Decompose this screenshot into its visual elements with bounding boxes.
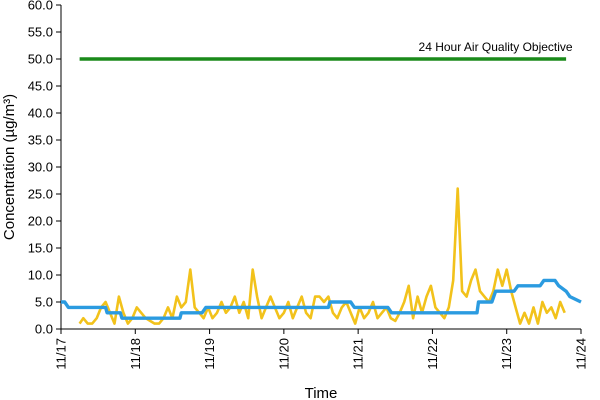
y-tick-label: 0.0 bbox=[35, 322, 53, 337]
series-line-hourly bbox=[78, 187, 566, 325]
y-tick-label: 30.0 bbox=[28, 160, 53, 175]
y-tick-label: 60.0 bbox=[28, 0, 53, 13]
series-line-rolling bbox=[61, 278, 582, 320]
series-group bbox=[61, 57, 582, 325]
y-tick-label: 5.0 bbox=[35, 295, 53, 310]
y-tick-label: 50.0 bbox=[28, 52, 53, 67]
objective-annotation: 24 Hour Air Quality Objective bbox=[419, 40, 573, 54]
y-axis-title: Concentration (µg/m³) bbox=[1, 94, 18, 240]
labels: 0.0 5.0 10.0 15.0 20.0 25.0 30.0 35.0 40.0 45.0 50… bbox=[28, 0, 589, 370]
y-tick-label: 15.0 bbox=[28, 241, 53, 256]
x-tick-label: 11/21 bbox=[351, 338, 366, 370]
y-tick-label: 55.0 bbox=[28, 25, 53, 40]
x-tick-label: 11/18 bbox=[128, 338, 143, 370]
y-tick-label: 40.0 bbox=[28, 106, 53, 121]
y-tick-label: 10.0 bbox=[28, 268, 53, 283]
y-tick-label: 25.0 bbox=[28, 187, 53, 202]
y-tick-label: 45.0 bbox=[28, 79, 53, 94]
y-tick-label: 20.0 bbox=[28, 214, 53, 229]
x-tick-label: 11/23 bbox=[499, 338, 514, 370]
x-tick-label: 11/22 bbox=[425, 338, 440, 370]
x-axis-title: Time bbox=[305, 385, 338, 400]
x-tick-label: 11/17 bbox=[54, 338, 69, 370]
axes bbox=[56, 4, 582, 334]
x-tick-label: 11/24 bbox=[574, 338, 589, 370]
x-tick-label: 11/20 bbox=[276, 338, 291, 370]
x-tick-label: 11/19 bbox=[202, 338, 217, 370]
y-tick-label: 35.0 bbox=[28, 133, 53, 148]
